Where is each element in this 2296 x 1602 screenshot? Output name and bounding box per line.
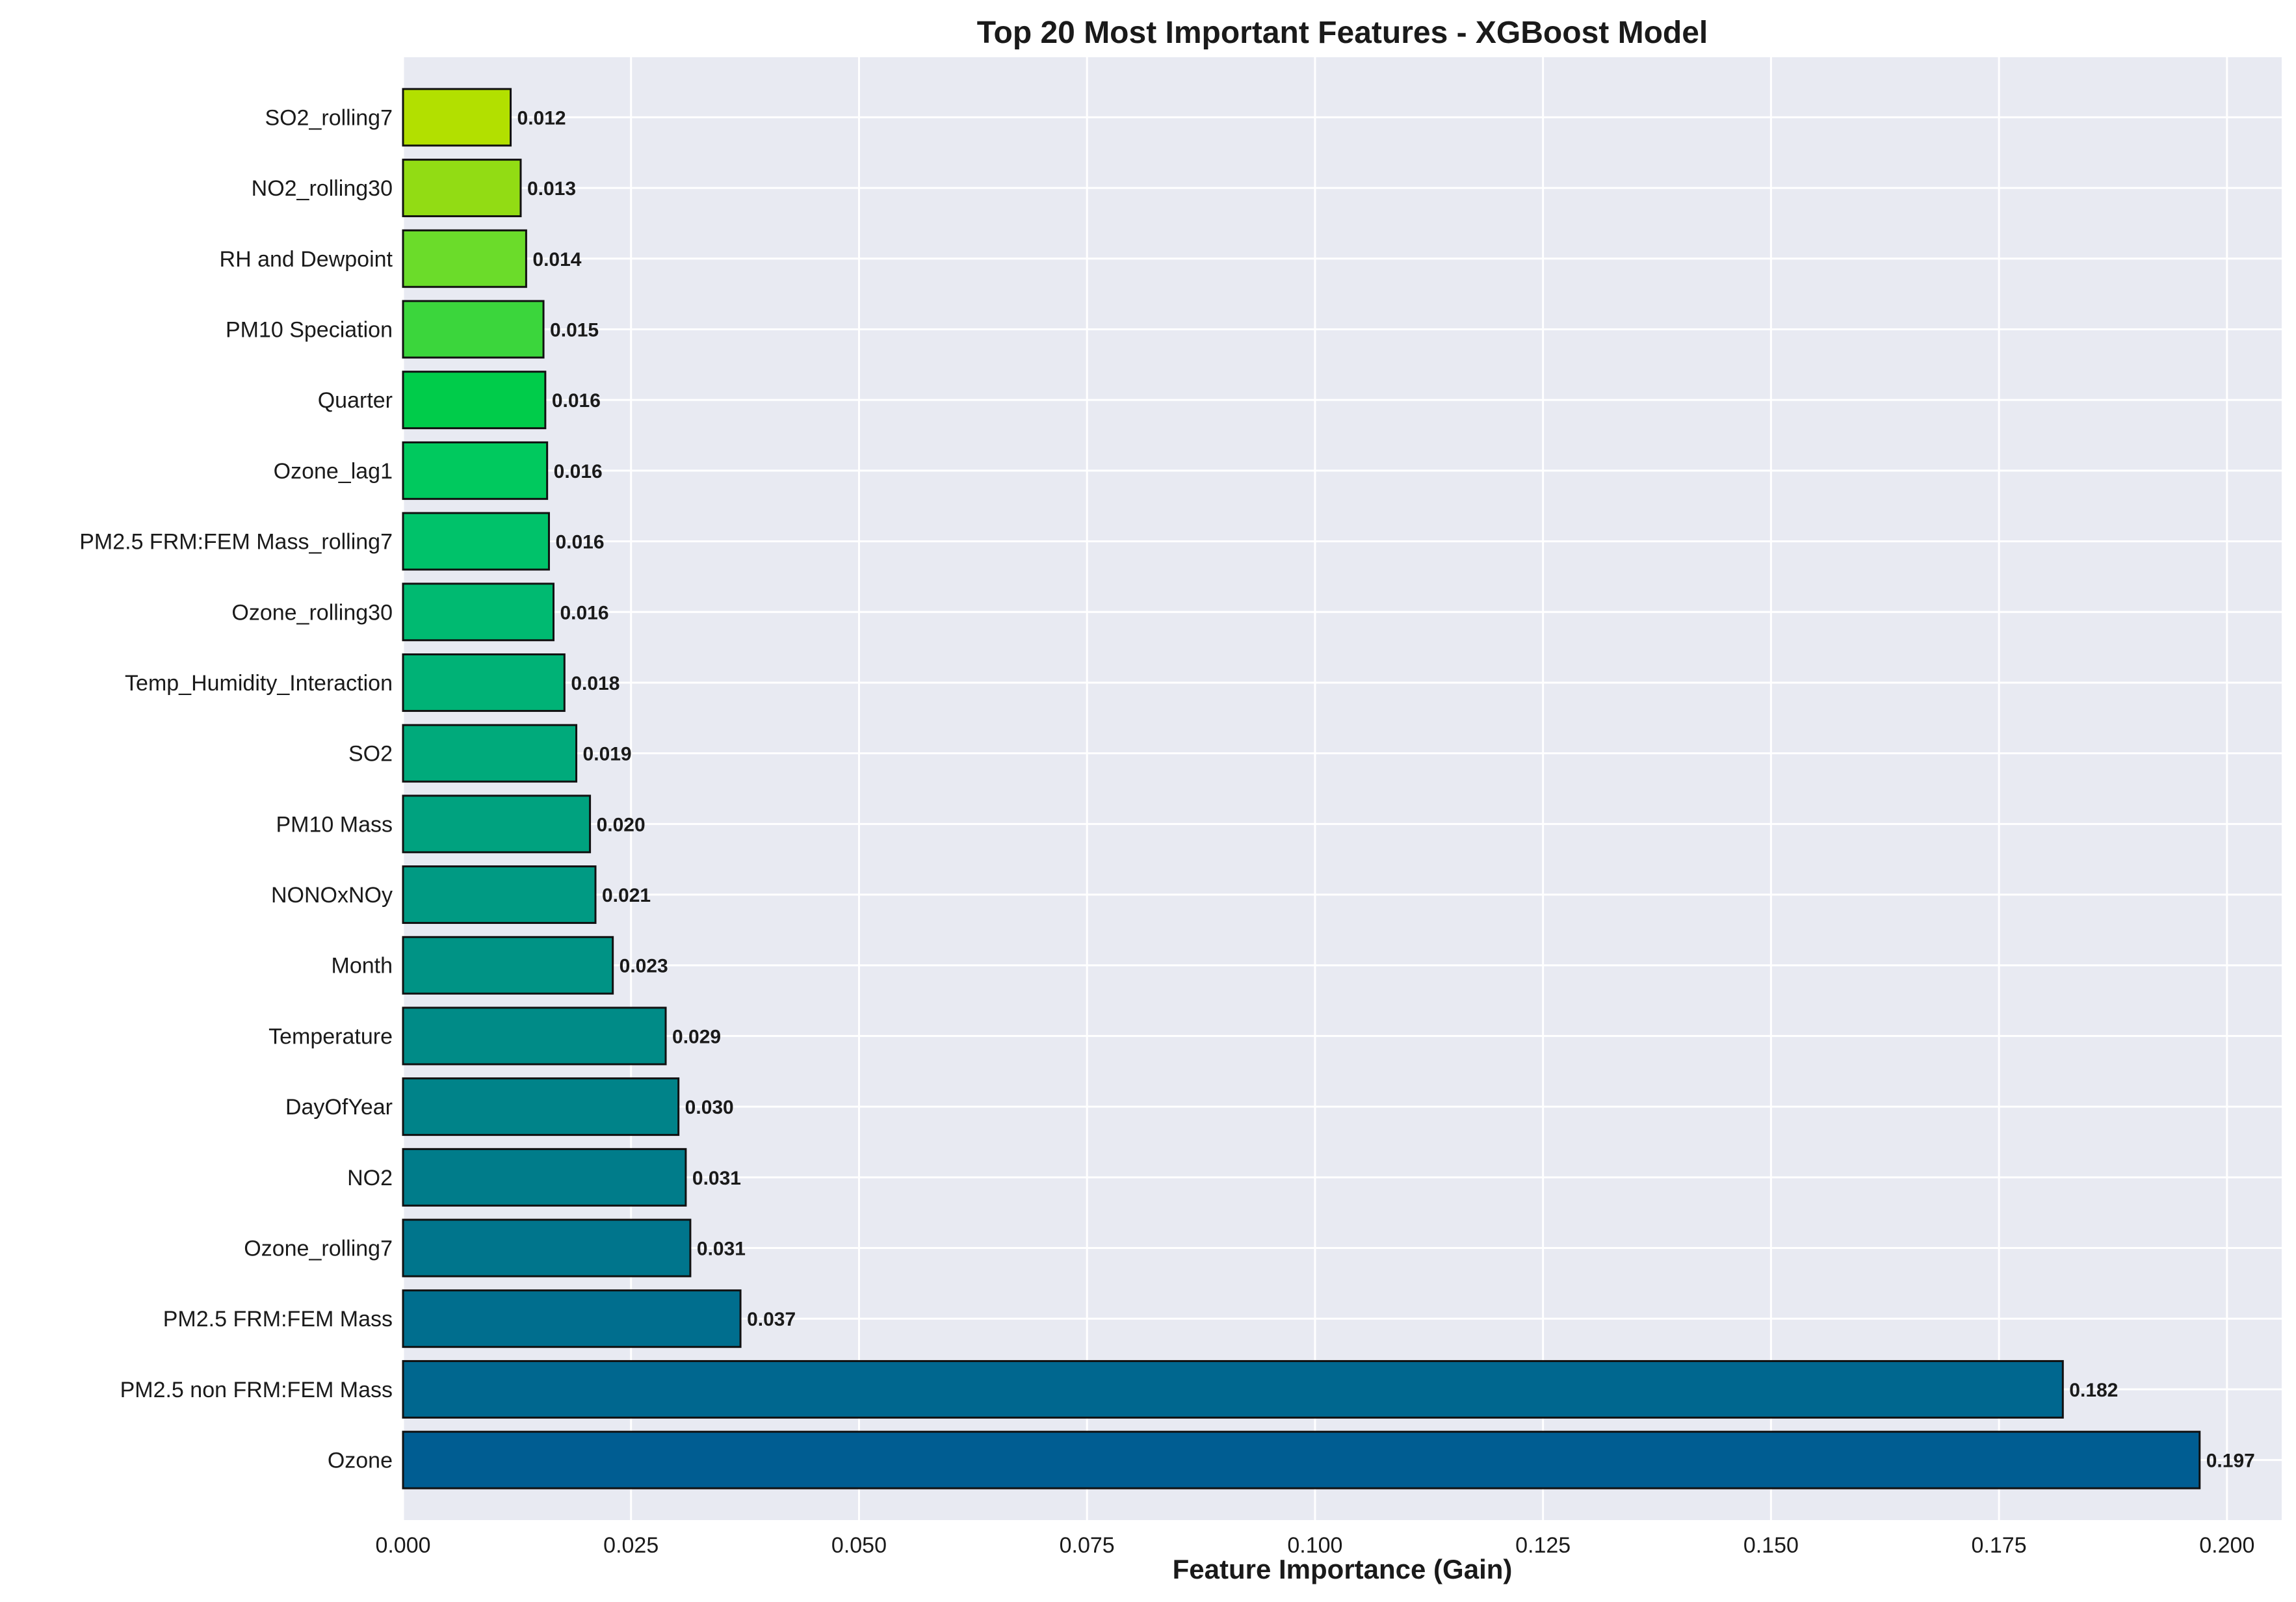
- y-tick-label: NO2_rolling30: [252, 176, 393, 201]
- y-tick-label: PM10 Speciation: [226, 317, 393, 342]
- value-label: 0.182: [2069, 1380, 2118, 1401]
- bar: [402, 371, 547, 430]
- value-label: 0.016: [552, 390, 601, 412]
- x-tick-label: 0.150: [1743, 1533, 1799, 1558]
- value-label: 0.197: [2206, 1451, 2255, 1472]
- x-tick-label: 0.200: [2199, 1533, 2254, 1558]
- y-tick-label: Ozone_rolling30: [231, 600, 393, 625]
- value-label: 0.031: [692, 1168, 741, 1189]
- y-tick-label: NONOxNOy: [271, 883, 393, 908]
- value-label: 0.015: [550, 319, 599, 341]
- value-label: 0.016: [560, 602, 608, 624]
- bar: [402, 653, 566, 712]
- value-label: 0.016: [554, 461, 603, 482]
- value-label: 0.016: [555, 532, 604, 553]
- bar: [402, 794, 592, 854]
- bar: [402, 1289, 742, 1348]
- bar: [402, 1006, 667, 1066]
- x-tick-label: 0.100: [1287, 1533, 1342, 1558]
- bar: [402, 583, 554, 642]
- value-labels: 0.197 0.182 0.037 0.031 0.031 0.030 0.029 0.023…: [517, 107, 2255, 1471]
- x-tick-labels: 0.000 0.025 0.050 0.075 0.100 0.125 0.150 0.175…: [375, 1533, 2254, 1558]
- value-label: 0.037: [747, 1309, 796, 1330]
- y-tick-label: PM10 Mass: [276, 812, 393, 837]
- y-tick-label: Ozone: [328, 1449, 393, 1473]
- chart-title: Top 20 Most Important Features - XGBoost…: [977, 16, 1708, 50]
- x-tick-label: 0.025: [603, 1533, 659, 1558]
- y-tick-label: Temperature: [268, 1024, 393, 1049]
- value-label: 0.013: [527, 178, 576, 200]
- bar: [402, 1148, 687, 1207]
- value-label: 0.023: [620, 956, 668, 977]
- x-tick-label: 0.125: [1515, 1533, 1571, 1558]
- value-label: 0.020: [597, 814, 646, 835]
- value-label: 0.031: [697, 1239, 746, 1260]
- bars: [402, 88, 2201, 1490]
- bar: [402, 300, 545, 359]
- bar: [402, 936, 614, 995]
- y-tick-label: Ozone_rolling7: [244, 1237, 393, 1261]
- y-tick-label: Ozone_lag1: [274, 459, 393, 484]
- value-label: 0.014: [532, 249, 581, 270]
- x-tick-label: 0.075: [1060, 1533, 1115, 1558]
- bar: [402, 865, 597, 925]
- value-label: 0.012: [517, 107, 566, 129]
- bar: [402, 1430, 2201, 1490]
- y-tick-label: PM2.5 FRM:FEM Mass: [163, 1307, 393, 1332]
- bar: [402, 1359, 2064, 1419]
- x-axis-label: Feature Importance (Gain): [1173, 1554, 1513, 1584]
- bar: [402, 88, 512, 147]
- y-tick-label: Quarter: [318, 388, 393, 413]
- y-tick-label: SO2_rolling7: [265, 105, 393, 130]
- plot-background: [403, 57, 2282, 1520]
- y-tick-label: SO2: [348, 742, 393, 767]
- x-tick-label: 0.050: [831, 1533, 887, 1558]
- value-label: 0.019: [583, 744, 632, 765]
- value-label: 0.029: [672, 1026, 721, 1047]
- x-tick-label: 0.175: [1972, 1533, 2027, 1558]
- bar: [402, 512, 550, 571]
- x-tick-label: 0.000: [375, 1533, 430, 1558]
- y-tick-label: PM2.5 FRM:FEM Mass_rolling7: [79, 530, 393, 555]
- y-tick-label: PM2.5 non FRM:FEM Mass: [120, 1378, 393, 1402]
- y-tick-label: RH and Dewpoint: [220, 247, 393, 272]
- value-label: 0.030: [685, 1097, 734, 1118]
- y-tick-label: NO2: [347, 1166, 393, 1190]
- bar: [402, 441, 549, 500]
- bar: [402, 159, 522, 218]
- y-tick-label: DayOfYear: [285, 1095, 393, 1120]
- value-label: 0.018: [571, 673, 620, 694]
- bar: [402, 1218, 692, 1278]
- bar: [402, 1077, 680, 1136]
- y-tick-label: Month: [332, 954, 393, 978]
- bar: [402, 229, 527, 288]
- bar: [402, 724, 578, 783]
- value-label: 0.021: [602, 885, 651, 906]
- y-tick-label: Temp_Humidity_Interaction: [125, 671, 393, 696]
- y-tick-labels: Ozone PM2.5 non FRM:FEM Mass PM2.5 FRM:FEM…: [79, 105, 393, 1473]
